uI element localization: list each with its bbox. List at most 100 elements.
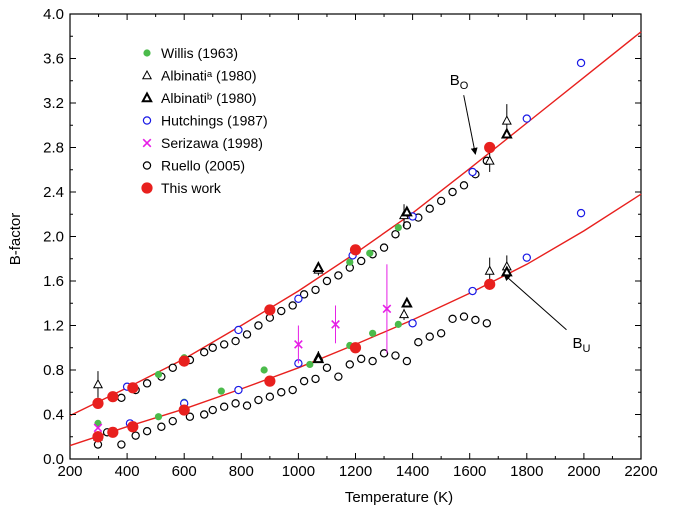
data-point bbox=[299, 376, 309, 386]
data-point bbox=[331, 320, 340, 329]
data-point bbox=[468, 167, 477, 177]
x-tick-label: 1800 bbox=[510, 463, 543, 480]
data-point bbox=[576, 58, 586, 68]
data-point bbox=[288, 385, 297, 395]
series-albinati-1980 bbox=[92, 104, 512, 443]
data-point bbox=[92, 431, 104, 443]
data-point bbox=[277, 388, 286, 397]
data-point bbox=[264, 375, 276, 387]
data-point bbox=[168, 363, 177, 372]
y-tick-label: 2.4 bbox=[43, 184, 64, 201]
data-point bbox=[398, 308, 410, 319]
legend-label: This work bbox=[161, 180, 222, 196]
x-tick-label: 1200 bbox=[339, 463, 372, 480]
legend-label: Albinatiᵃ (1980) bbox=[161, 68, 256, 84]
legend-item: Hutchings (1987) bbox=[142, 113, 268, 129]
data-point bbox=[142, 426, 152, 436]
data-point bbox=[127, 421, 139, 433]
y-tick-label: 0.8 bbox=[43, 362, 64, 379]
legend-label: Willis (1963) bbox=[161, 45, 238, 61]
data-point bbox=[468, 286, 477, 296]
data-point bbox=[311, 285, 320, 295]
data-point bbox=[93, 423, 103, 433]
legend-marker bbox=[143, 49, 151, 57]
legend-marker bbox=[141, 182, 153, 194]
y-tick-label: 3.2 bbox=[43, 95, 64, 112]
data-point bbox=[391, 351, 400, 360]
data-point bbox=[264, 304, 276, 316]
data-point bbox=[208, 405, 217, 415]
x-tick-label: 1000 bbox=[282, 463, 315, 480]
y-axis-label: B-factor bbox=[7, 213, 24, 266]
annotation-arrow bbox=[463, 95, 478, 155]
data-point bbox=[576, 208, 586, 218]
fit-curve-bo bbox=[69, 31, 642, 417]
data-point bbox=[219, 340, 229, 349]
data-point bbox=[436, 196, 446, 206]
data-point bbox=[402, 221, 412, 230]
data-point bbox=[178, 355, 190, 367]
data-point bbox=[484, 155, 495, 165]
data-point bbox=[448, 314, 457, 324]
axes: 200 400 600 800 1000 1200 1400 1600 1800 2000 2200… bbox=[43, 6, 658, 480]
data-point bbox=[234, 385, 243, 395]
data-point bbox=[277, 306, 286, 316]
legend-label: Serizawa (1998) bbox=[161, 135, 263, 151]
data-point bbox=[322, 276, 332, 286]
legend-marker bbox=[142, 116, 152, 125]
data-point bbox=[369, 329, 377, 337]
data-point bbox=[199, 410, 209, 419]
data-point bbox=[265, 392, 275, 401]
annotation-arrow bbox=[503, 273, 567, 331]
data-point bbox=[107, 391, 119, 403]
y-tick-label: 2.0 bbox=[43, 229, 64, 246]
data-point bbox=[391, 230, 400, 239]
y-tick-label: 4.0 bbox=[43, 6, 64, 23]
data-points bbox=[92, 58, 586, 449]
annotation-label: BO bbox=[450, 72, 469, 92]
data-point bbox=[522, 114, 532, 123]
data-point bbox=[168, 416, 177, 426]
data-point bbox=[459, 181, 469, 190]
data-point bbox=[154, 370, 163, 379]
data-point bbox=[117, 393, 126, 403]
data-point bbox=[199, 348, 209, 357]
legend-label: Albinatiᵇ (1980) bbox=[161, 90, 257, 106]
data-point bbox=[312, 261, 325, 272]
legend-marker bbox=[142, 161, 152, 170]
data-point bbox=[500, 127, 513, 139]
data-point bbox=[357, 354, 366, 364]
legend: Willis (1963) Albinatiᵃ (1980) Albinatiᵇ (… bbox=[141, 45, 268, 196]
series-serizawa-1998 bbox=[93, 264, 392, 433]
x-tick-label: 600 bbox=[172, 463, 197, 480]
x-tick-label: 400 bbox=[115, 463, 140, 480]
data-point bbox=[322, 363, 332, 372]
data-point bbox=[484, 265, 495, 275]
y-tick-label: 0.4 bbox=[43, 407, 64, 424]
x-tick-label: 800 bbox=[229, 463, 254, 480]
data-point bbox=[471, 315, 480, 325]
series-ruello-2005 bbox=[93, 156, 492, 449]
data-point bbox=[299, 290, 309, 299]
data-point bbox=[346, 258, 354, 266]
data-point bbox=[231, 336, 240, 346]
data-point bbox=[379, 243, 389, 252]
data-point bbox=[379, 349, 389, 358]
legend-item: Serizawa (1998) bbox=[142, 135, 263, 151]
data-point bbox=[288, 301, 297, 310]
fit-curves bbox=[69, 31, 642, 447]
data-point bbox=[425, 204, 434, 213]
legend-label: Ruello (2005) bbox=[161, 158, 245, 174]
data-point bbox=[402, 356, 412, 366]
data-point bbox=[92, 397, 104, 409]
data-point bbox=[368, 356, 377, 366]
data-point bbox=[425, 332, 434, 341]
y-tick-label: 1.2 bbox=[43, 318, 64, 335]
data-point bbox=[178, 404, 190, 416]
data-point bbox=[401, 205, 413, 217]
data-point bbox=[294, 340, 303, 349]
data-point bbox=[242, 330, 252, 339]
data-point bbox=[459, 312, 469, 321]
y-tick-label: 2.8 bbox=[43, 140, 64, 157]
annotations: BO BU bbox=[450, 72, 591, 355]
